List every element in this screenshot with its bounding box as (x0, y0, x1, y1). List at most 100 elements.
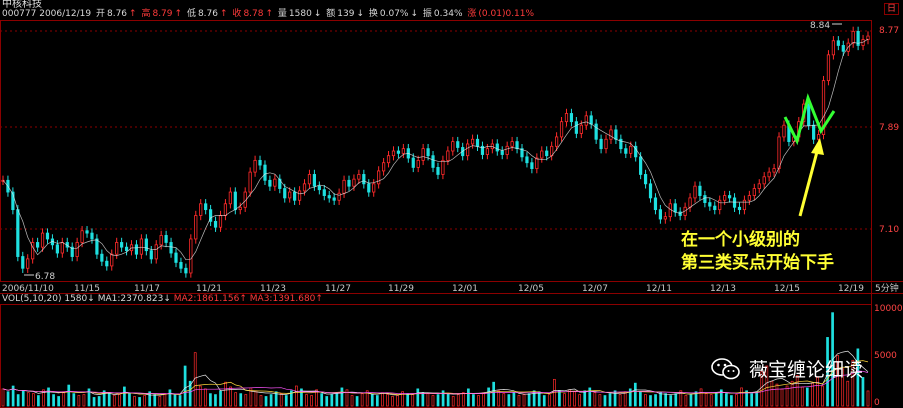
volume-bar (254, 390, 258, 407)
candle-body (174, 252, 178, 263)
volume-bar (755, 391, 759, 407)
candle-body (396, 150, 401, 154)
volume-bar (821, 385, 824, 407)
volume-bar (861, 377, 865, 407)
amplitude-label: 振 (422, 9, 432, 19)
candle-body (594, 123, 598, 140)
volume-bar (224, 381, 227, 407)
turnover-value: 0.07% (379, 9, 409, 19)
candle-body (609, 129, 613, 140)
volume-bar (664, 393, 668, 407)
candle-body (317, 185, 321, 191)
candle-body (307, 174, 312, 185)
code-date: 000777 2006/12/19 (2, 9, 92, 19)
volume-bar (310, 395, 313, 407)
candle-body (120, 242, 124, 248)
date-tick-label: 12/07 (582, 284, 608, 294)
candle-body (663, 216, 667, 220)
volume-bar (315, 389, 318, 407)
volume-indicator-label: VOL(5,10,20) (2, 294, 62, 304)
candle-body (36, 242, 40, 248)
candle-body (629, 145, 633, 154)
volume-tick-label: 10000 (874, 304, 903, 314)
volume-bar (704, 393, 708, 407)
candle-body (564, 113, 569, 123)
candle-body (619, 138, 623, 150)
high-price-marker: 8.84 (810, 21, 830, 31)
volume-bar (431, 395, 435, 407)
date-tick-label: 11/17 (134, 284, 160, 294)
volume-bar (391, 396, 394, 407)
date-tick-label: 11/23 (260, 284, 286, 294)
low-price-marker: 6.78 (35, 272, 55, 282)
period-badge[interactable]: 日 (884, 3, 900, 15)
candle-body (510, 141, 514, 147)
volume-bar (573, 391, 576, 407)
volume-bar (472, 394, 475, 407)
volume-bar (841, 368, 845, 407)
volume-bar (563, 393, 566, 407)
volume-bar (446, 393, 450, 407)
buy-point-zigzag (783, 93, 836, 146)
volume-bar (244, 394, 248, 407)
candle-body (139, 238, 143, 255)
volume-bar (699, 388, 703, 407)
candle-body (816, 134, 821, 140)
candle-body (228, 191, 232, 205)
down-arrow-icon: ↓ (87, 294, 95, 304)
amount-value: 139 (337, 9, 355, 19)
candle-body (831, 40, 836, 56)
candle-body (60, 242, 64, 254)
volume-bar (659, 392, 662, 407)
volume-bar (203, 388, 207, 407)
candle-body (451, 141, 455, 152)
volume-bar (340, 387, 344, 407)
volume-bar (502, 393, 506, 407)
candle-body (273, 178, 277, 187)
candle-body (347, 179, 351, 187)
volume-bar (750, 393, 754, 407)
volume-bar (644, 394, 647, 407)
candle-body (40, 232, 45, 248)
candle-body (268, 179, 272, 187)
volume-bar (618, 394, 622, 407)
volume-bar (381, 392, 384, 407)
volume-bar (426, 393, 430, 407)
price-tick-label: 7.89 (879, 123, 899, 133)
volume-bar (178, 395, 182, 407)
volume-bar (730, 395, 733, 407)
volume-bar (37, 395, 40, 407)
volume-bar (26, 392, 30, 407)
volume-bar (851, 359, 855, 407)
volume-bar (740, 387, 743, 407)
volume-bar (689, 394, 693, 407)
volume-bar (117, 394, 121, 407)
amount-label: 额 (326, 9, 336, 19)
candle-body (431, 155, 435, 168)
candle-body (199, 203, 203, 216)
candle-body (821, 80, 826, 135)
volume-bar (42, 389, 45, 407)
down-arrow-icon: ↓ (410, 9, 419, 19)
ma3-value: MA3:1391.680 (249, 294, 316, 304)
candle-body (169, 242, 173, 254)
candle-body (297, 190, 302, 201)
volume-bar (568, 389, 571, 407)
volume-bar (846, 380, 850, 407)
candle-body (723, 195, 727, 201)
volume-bar (770, 380, 774, 407)
down-arrow-icon: ↓ (313, 9, 322, 19)
volume-bar (816, 377, 819, 407)
volume-bar (654, 394, 657, 407)
volume-bar (289, 390, 293, 407)
volume-bar (365, 390, 369, 407)
volume-bar (866, 390, 870, 407)
candle-body (782, 124, 786, 138)
volume-bar (628, 388, 632, 407)
candle-body (698, 185, 702, 196)
down-arrow-icon: ↓ (356, 9, 364, 19)
candle-body (643, 174, 648, 185)
candle-body (75, 242, 79, 257)
volume-bar (92, 397, 96, 407)
